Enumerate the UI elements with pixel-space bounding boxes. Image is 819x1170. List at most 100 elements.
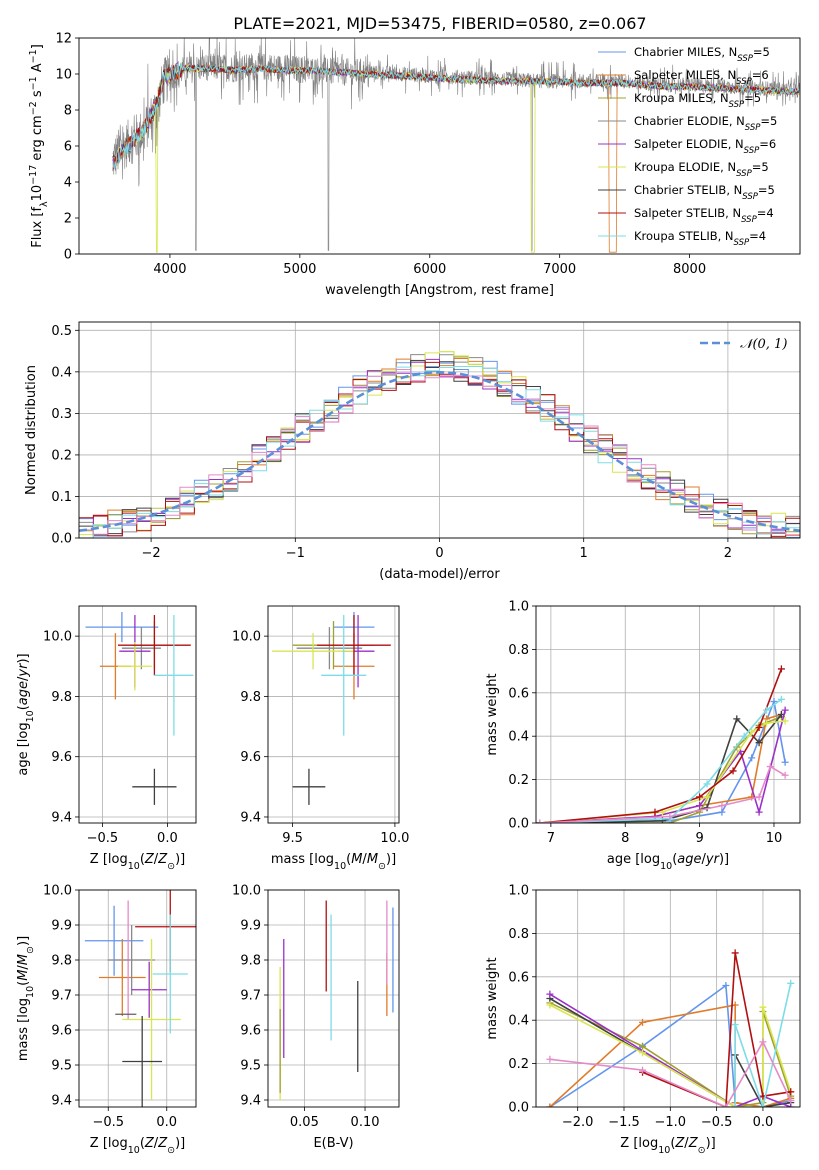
- normal-curve: [79, 370, 800, 532]
- weight-point-marker: [703, 780, 711, 788]
- y-tick-label: 9.5: [240, 1059, 261, 1074]
- y-tick-label: 9.6: [240, 750, 261, 765]
- y-tick-label: 0.0: [508, 1101, 529, 1116]
- x-tick-label: 8: [621, 831, 629, 846]
- weight-point-marker: [777, 665, 785, 673]
- x-tick-label: −0.5: [92, 1115, 124, 1130]
- y-tick-label: 0.4: [508, 730, 529, 745]
- spectrum-ticks: 4000 5000 6000 7000 8000 0 2 4 6 8 10 12: [55, 32, 706, 278]
- x-tick-label: 0.0: [753, 1115, 774, 1130]
- y-tick-label: 0.6: [508, 970, 529, 985]
- y-tick-label: 0: [64, 248, 72, 263]
- legend-entry: Salpeter MILES, NSSP=6: [634, 68, 769, 87]
- mass-vs-ebv-x-label: E(B-V): [313, 1136, 353, 1151]
- legend-entry: Chabrier ELODIE, NSSP=5: [634, 114, 777, 133]
- mass-vs-Z-frame: [78, 889, 197, 1108]
- y-tick-label: 9.4: [240, 1094, 261, 1109]
- y-tick-label: 6: [64, 140, 72, 155]
- y-tick-label: 0.2: [508, 773, 529, 788]
- weight-vs-Z-frame: [535, 889, 801, 1108]
- y-tick-label: 9.6: [240, 1024, 261, 1039]
- weight-point-marker: [546, 990, 554, 998]
- mass-vs-Z-x-label: Z [log10(Z/Z⊙)]: [90, 1136, 185, 1156]
- age-vs-Z-grid: [79, 606, 196, 823]
- y-tick-label: 1.0: [508, 600, 529, 615]
- weight-vs-age-plot-area: [536, 606, 800, 823]
- age-vs-mass-frame: [267, 605, 400, 824]
- weight-vs-age-x-label: age [log10(age/yr)]: [607, 852, 729, 872]
- x-tick-label: 9: [695, 831, 703, 846]
- weight-vs-age-frame: [535, 605, 801, 824]
- y-tick-label: 0.2: [51, 448, 72, 463]
- x-tick-label: 4000: [153, 262, 186, 277]
- y-tick-label: 9.7: [51, 989, 72, 1004]
- mass-vs-ebv-grid: [268, 889, 399, 1107]
- x-tick-label: 0: [435, 546, 443, 561]
- weight-vs-age-marks: [536, 665, 789, 823]
- legend-entry: 𝒩(0, 1): [740, 337, 787, 352]
- legend-entry: Kroupa MILES, NSSP=5: [634, 91, 761, 110]
- age-vs-mass-panel: 9.5 10.0 9.4 9.6 9.8 10.0 mass [log10(M/M⊙)]: [232, 605, 409, 872]
- weight-point-marker: [787, 1096, 795, 1104]
- spectrum-x-label: wavelength [Angstrom, rest frame]: [325, 283, 554, 298]
- weight-point-marker: [703, 793, 711, 801]
- y-tick-label: 9.9: [240, 919, 261, 934]
- weight-point-marker: [748, 754, 756, 762]
- weight-point-marker: [781, 717, 789, 725]
- weight-series-line: [539, 714, 783, 823]
- x-tick-label: 2: [724, 546, 732, 561]
- weight-vs-age-ticks: 7 8 9 10 0.0 0.2 0.4 0.6 0.8 1.0: [508, 600, 782, 847]
- y-tick-label: 1.0: [508, 884, 529, 899]
- weight-point-marker: [546, 1055, 554, 1063]
- age-vs-Z-x-label: Z [log10(Z/Z⊙)]: [90, 852, 185, 872]
- weight-point-marker: [696, 793, 704, 801]
- mass-vs-Z-panel: −0.5 0.0 9.4 9.5 9.6 9.7 9.8 9.9 10.0 Z [log10(Z/…: [16, 884, 197, 1156]
- spectrum-frame: [78, 37, 801, 255]
- age-vs-Z-ticks: −0.5 0.0 9.4 9.6 9.8 10.0: [43, 630, 178, 846]
- weight-point-marker: [781, 706, 789, 714]
- y-tick-label: 0.0: [508, 817, 529, 832]
- mass-vs-ebv-marks: [279, 900, 394, 1100]
- y-tick-label: 0.2: [508, 1057, 529, 1072]
- age-vs-Z-marks: [85, 612, 194, 805]
- weight-point-marker: [639, 1049, 647, 1057]
- y-tick-label: 0.4: [508, 1014, 529, 1029]
- weight-point-marker: [755, 793, 763, 801]
- residual-histogram: [79, 366, 800, 538]
- y-tick-label: 0.8: [508, 927, 529, 942]
- y-tick-label: 9.4: [51, 810, 72, 825]
- x-tick-label: 10: [766, 831, 783, 846]
- legend-entry: Chabrier MILES, NSSP=5: [634, 45, 770, 64]
- residuals-x-label: (data-model)/error: [379, 567, 500, 582]
- y-tick-label: 0.1: [51, 490, 72, 505]
- legend-entry: Kroupa STELIB, NSSP=4: [634, 229, 766, 248]
- weight-vs-Z-plot-area: [536, 890, 800, 1107]
- x-tick-label: 5000: [283, 262, 316, 277]
- weight-vs-Z-x-label: Z [log10(Z/Z⊙)]: [620, 1136, 715, 1156]
- weight-point-marker: [729, 767, 737, 775]
- age-vs-Z-y-label: age [log10(age/yr)]: [16, 653, 36, 775]
- figure-title: PLATE=2021, MJD=53475, FIBERID=0580, z=0…: [233, 14, 646, 33]
- y-tick-label: 9.6: [51, 1024, 72, 1039]
- x-tick-label: 7: [547, 831, 555, 846]
- weight-series-line: [539, 765, 786, 823]
- weight-point-marker: [696, 802, 704, 810]
- y-tick-label: 9.7: [240, 989, 261, 1004]
- y-tick-label: 0.0: [51, 532, 72, 547]
- x-tick-label: 0.0: [157, 831, 178, 846]
- weight-point-marker: [731, 949, 739, 957]
- weight-point-marker: [666, 812, 674, 820]
- weight-point-marker: [763, 706, 771, 714]
- residuals-panel: −2 −1 0 1 2 0.0 0.1 0.2 0.3 0.4 0.5 (data-model)/er…: [24, 321, 801, 582]
- x-tick-label: −1.5: [608, 1115, 640, 1130]
- y-tick-label: 9.8: [240, 954, 261, 969]
- x-tick-label: 0.10: [351, 1115, 380, 1130]
- weight-series-line: [549, 1002, 792, 1107]
- x-tick-label: −0.5: [701, 1115, 733, 1130]
- x-tick-label: 6000: [413, 262, 446, 277]
- y-tick-label: 8: [64, 104, 72, 119]
- weight-vs-Z-panel: −2.0 −1.5 −1.0 −0.5 0.0 0.0 0.2 0.4 0.6 0.8 1.0 Z […: [485, 884, 801, 1156]
- y-tick-label: 9.6: [51, 750, 72, 765]
- y-tick-label: 9.8: [240, 690, 261, 705]
